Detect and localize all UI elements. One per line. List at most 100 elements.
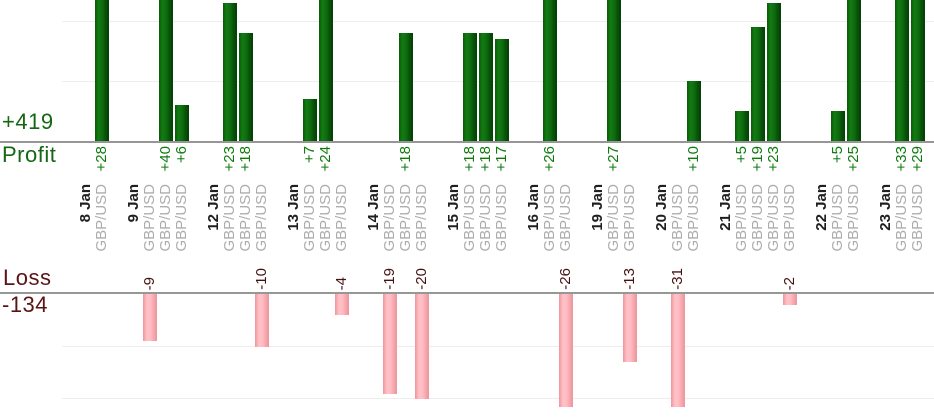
loss-total-label: -134: [2, 292, 49, 317]
loss-bar: [783, 294, 797, 305]
profit-plot-area: [62, 0, 934, 141]
symbol-label: GBP/USD: [301, 184, 318, 252]
profit-bar: [607, 0, 621, 141]
date-label: 12 Jan: [205, 184, 222, 231]
symbol-label: GBP/USD: [669, 184, 686, 252]
symbol-label: GBP/USD: [557, 184, 574, 252]
symbol-label: GBP/USD: [829, 184, 846, 252]
symbol-label: GBP/USD: [493, 184, 510, 252]
profit-bar: [175, 105, 189, 141]
profit-bar: [847, 0, 861, 141]
loss-bar: [559, 294, 573, 407]
loss-gridline: [62, 398, 934, 399]
loss-axis-line: [0, 292, 934, 294]
date-label: 8 Jan: [77, 184, 94, 223]
profit-bar: [463, 33, 477, 141]
symbol-label: GBP/USD: [157, 184, 174, 252]
profit-bar-value: +18: [397, 146, 414, 172]
profit-bar: [399, 33, 413, 141]
date-label: 14 Jan: [365, 184, 382, 231]
symbol-label: GBP/USD: [221, 184, 238, 252]
profit-bar: [895, 0, 909, 141]
loss-bar-value: -4: [333, 276, 350, 290]
loss-bar-value: -2: [781, 276, 798, 290]
profit-bar: [495, 39, 509, 141]
loss-bar: [143, 294, 157, 341]
profit-axis-title: Profit: [2, 142, 57, 167]
symbol-label: GBP/USD: [317, 184, 334, 252]
profit-bar-value: +17: [493, 146, 510, 172]
symbol-label: GBP/USD: [685, 184, 702, 252]
symbol-label: GBP/USD: [621, 184, 638, 252]
symbol-label: GBP/USD: [845, 184, 862, 252]
date-label: 19 Jan: [589, 184, 606, 231]
symbol-label: GBP/USD: [333, 184, 350, 252]
loss-bar-value: -26: [557, 268, 574, 290]
profit-bar-value: +23: [765, 146, 782, 172]
profit-bar: [767, 3, 781, 141]
loss-bar-value: -20: [413, 268, 430, 290]
profit-bar: [479, 33, 493, 141]
symbol-label: GBP/USD: [733, 184, 750, 252]
date-label: 15 Jan: [445, 184, 462, 231]
loss-bar: [383, 294, 397, 394]
symbol-label: GBP/USD: [397, 184, 414, 252]
profit-bar-value: +25: [845, 146, 862, 172]
profit-bar-value: +5: [829, 146, 846, 164]
profit-bar: [223, 3, 237, 141]
symbol-label: GBP/USD: [749, 184, 766, 252]
symbol-label: GBP/USD: [253, 184, 270, 252]
date-label: 23 Jan: [877, 184, 894, 231]
symbol-label: GBP/USD: [765, 184, 782, 252]
profit-bar-value: +18: [237, 146, 254, 172]
profit-bar-value: +23: [221, 146, 238, 172]
profit-bar-value: +10: [685, 146, 702, 172]
date-label: 13 Jan: [285, 184, 302, 231]
profit-bar-value: +19: [749, 146, 766, 172]
profit-bar-value: +26: [541, 146, 558, 172]
loss-bar-value: -9: [141, 276, 158, 290]
profit-total-label: +419: [2, 109, 54, 134]
symbol-label: GBP/USD: [173, 184, 190, 252]
profit-bar: [239, 33, 253, 141]
profit-bar: [831, 111, 845, 141]
loss-gridline: [62, 346, 934, 347]
loss-bar: [415, 294, 429, 399]
symbol-label: GBP/USD: [909, 184, 926, 252]
symbol-label: GBP/USD: [541, 184, 558, 252]
profit-bar-value: +18: [461, 146, 478, 172]
loss-plot-area: [62, 294, 934, 407]
loss-bar: [255, 294, 269, 347]
profit-bar-value: +5: [733, 146, 750, 164]
date-label: 20 Jan: [653, 184, 670, 231]
date-label: 16 Jan: [525, 184, 542, 231]
symbol-label: GBP/USD: [237, 184, 254, 252]
profit-bar: [159, 0, 173, 141]
symbol-label: GBP/USD: [141, 184, 158, 252]
profit-gridline: [62, 21, 934, 22]
symbol-label: GBP/USD: [381, 184, 398, 252]
loss-bar: [335, 294, 349, 315]
symbol-label: GBP/USD: [93, 184, 110, 252]
profit-bar-value: +24: [317, 146, 334, 172]
loss-axis-title: Loss: [3, 265, 52, 290]
profit-bar: [751, 27, 765, 141]
date-label: 22 Jan: [813, 184, 830, 231]
profit-bar-value: +7: [301, 146, 318, 164]
symbol-label: GBP/USD: [413, 184, 430, 252]
profit-axis-line: [0, 141, 934, 143]
symbol-label: GBP/USD: [781, 184, 798, 252]
loss-bar: [623, 294, 637, 362]
profit-bar: [319, 0, 333, 141]
symbol-label: GBP/USD: [605, 184, 622, 252]
profit-bar-value: +28: [93, 146, 110, 172]
profit-bar-value: +40: [157, 146, 174, 172]
loss-bar: [671, 294, 685, 407]
loss-bar-value: -13: [621, 268, 638, 290]
profit-bar: [303, 99, 317, 141]
date-label: 21 Jan: [717, 184, 734, 231]
loss-bar-value: -10: [253, 268, 270, 290]
profit-bar: [687, 81, 701, 141]
profit-bar-value: +27: [605, 146, 622, 172]
